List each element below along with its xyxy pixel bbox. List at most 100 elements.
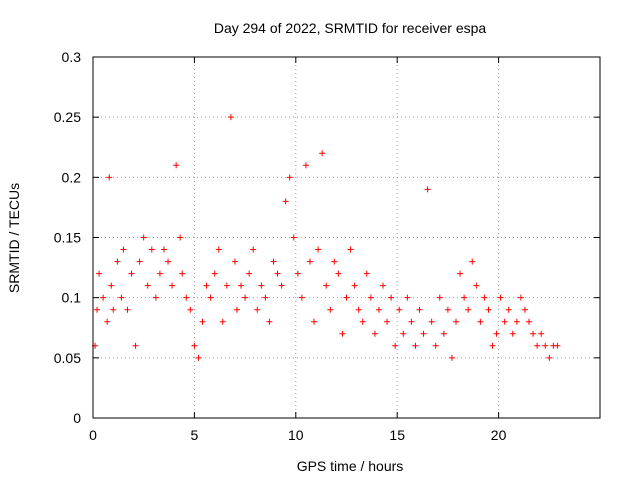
data-point — [169, 282, 176, 289]
data-point — [489, 342, 496, 349]
data-point — [380, 282, 387, 289]
data-point — [227, 114, 234, 121]
data-point — [203, 282, 210, 289]
data-point — [140, 234, 147, 241]
y-tick-label: 0.25 — [54, 109, 81, 125]
data-point — [223, 282, 230, 289]
data-point — [359, 318, 366, 325]
data-point — [388, 294, 395, 301]
y-tick-label: 0.15 — [54, 230, 81, 246]
data-point — [282, 198, 289, 205]
data-point — [165, 258, 172, 265]
data-point — [191, 342, 198, 349]
data-point — [465, 306, 472, 313]
data-point — [179, 270, 186, 277]
data-point — [444, 306, 451, 313]
y-tick-label: 0 — [73, 410, 81, 426]
data-point — [453, 318, 460, 325]
data-point — [254, 306, 261, 313]
data-point — [177, 234, 184, 241]
data-point — [432, 342, 439, 349]
data-point — [424, 186, 431, 193]
data-point — [266, 318, 273, 325]
data-point — [315, 246, 322, 253]
x-tick-label: 10 — [288, 427, 304, 443]
data-point — [120, 246, 127, 253]
data-point — [124, 306, 131, 313]
data-point — [461, 294, 468, 301]
data-point — [347, 246, 354, 253]
data-point — [534, 342, 541, 349]
data-point — [497, 294, 504, 301]
data-point — [440, 330, 447, 337]
data-point — [286, 174, 293, 181]
y-axis-label: SRMTID / TECUs — [6, 183, 22, 293]
data-point — [367, 294, 374, 301]
chart-title: Day 294 of 2022, SRMTID for receiver esp… — [214, 20, 487, 36]
y-tick-label: 0.05 — [54, 350, 81, 366]
data-point — [108, 282, 115, 289]
data-point — [233, 306, 240, 313]
data-point — [183, 294, 190, 301]
data-point — [187, 306, 194, 313]
data-point — [246, 270, 253, 277]
data-point — [195, 354, 202, 361]
data-point — [436, 294, 443, 301]
data-point — [351, 282, 358, 289]
data-point — [501, 318, 508, 325]
data-point — [457, 270, 464, 277]
data-point — [335, 270, 342, 277]
data-point — [270, 258, 277, 265]
data-point — [343, 294, 350, 301]
data-point — [473, 282, 480, 289]
data-point — [207, 294, 214, 301]
data-point — [311, 318, 318, 325]
data-point — [363, 270, 370, 277]
data-point — [477, 318, 484, 325]
data-point — [114, 258, 121, 265]
data-point — [546, 354, 553, 361]
x-tick-label: 15 — [389, 427, 405, 443]
data-point — [375, 306, 382, 313]
data-point — [384, 318, 391, 325]
data-point — [274, 270, 281, 277]
y-tick-label: 0.1 — [62, 290, 82, 306]
data-point — [538, 330, 545, 337]
data-point — [323, 282, 330, 289]
data-point — [306, 258, 313, 265]
y-tick-label: 0.3 — [62, 49, 82, 65]
data-point — [542, 342, 549, 349]
data-point — [428, 318, 435, 325]
data-point — [242, 294, 249, 301]
data-point — [94, 306, 101, 313]
x-axis-label: GPS time / hours — [297, 458, 404, 474]
data-point — [278, 282, 285, 289]
data-point — [118, 294, 125, 301]
data-point — [106, 174, 113, 181]
data-point — [416, 306, 423, 313]
data-point — [294, 270, 301, 277]
grid-layer — [93, 57, 600, 418]
data-point — [327, 306, 334, 313]
data-point — [509, 330, 516, 337]
data-point — [100, 294, 107, 301]
data-point — [148, 246, 155, 253]
data-point — [505, 306, 512, 313]
data-point — [96, 270, 103, 277]
data-point — [302, 162, 309, 169]
data-point — [481, 294, 488, 301]
data-point — [526, 318, 533, 325]
data-point — [219, 318, 226, 325]
data-point — [469, 258, 476, 265]
data-point — [392, 342, 399, 349]
data-point — [298, 294, 305, 301]
data-point — [493, 330, 500, 337]
data-point — [404, 294, 411, 301]
data-point — [521, 306, 528, 313]
data-point — [144, 282, 151, 289]
data-point — [199, 318, 206, 325]
data-point — [262, 294, 269, 301]
data-point — [231, 258, 238, 265]
y-tick-label: 0.2 — [62, 169, 82, 185]
